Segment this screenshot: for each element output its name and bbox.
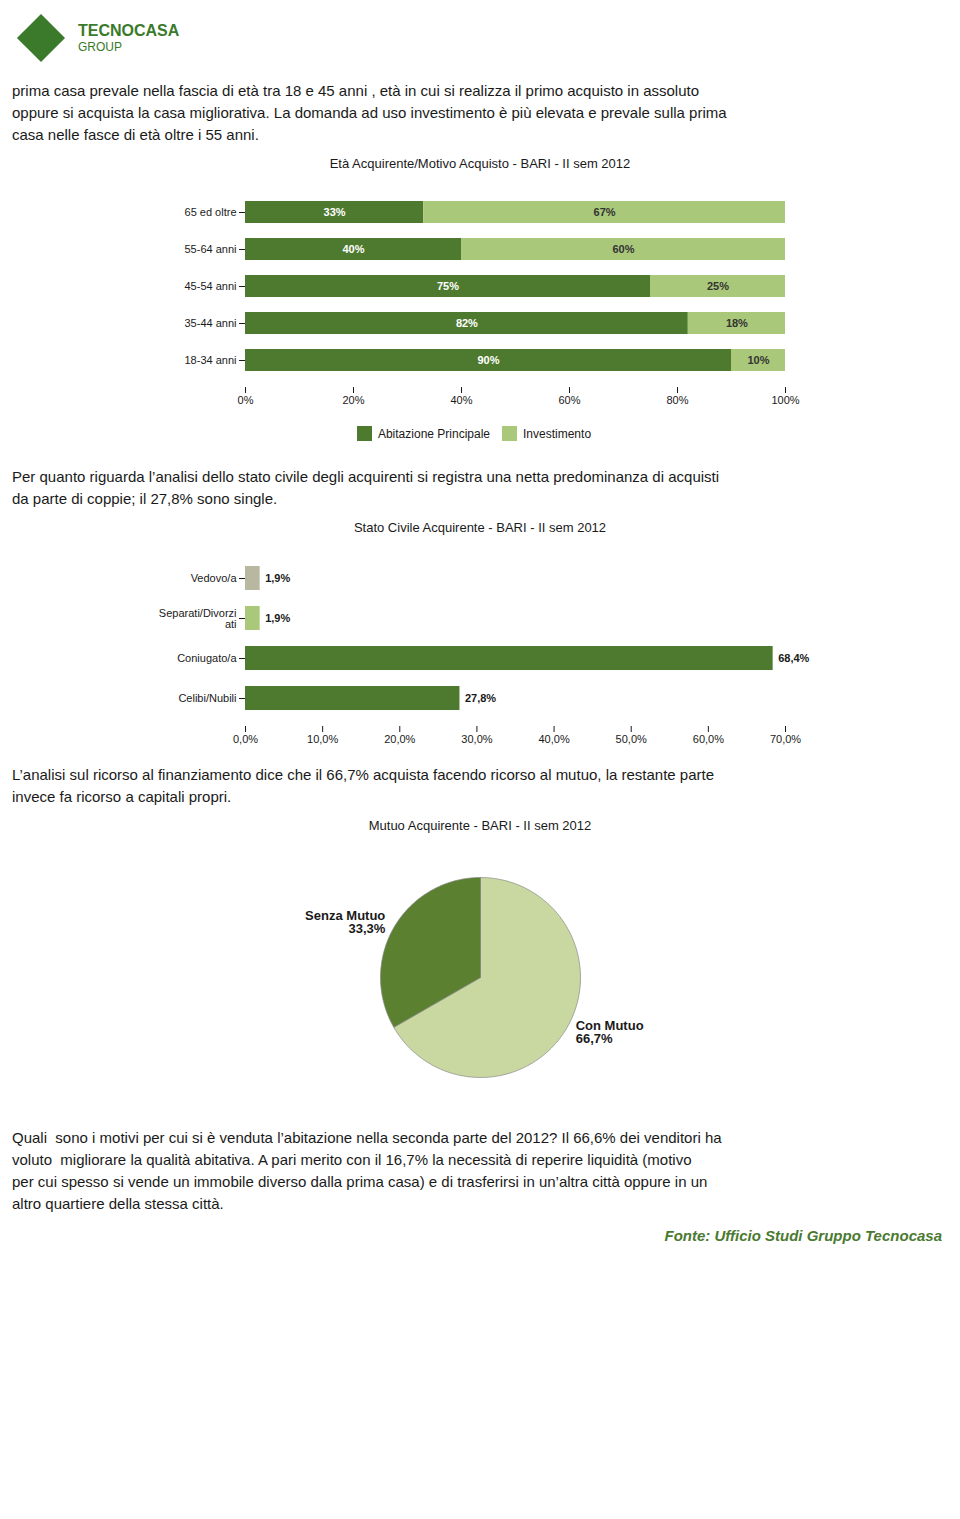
html-text:TECNOCASA: TECNOCASA (78, 22, 180, 39)
svg-text:67%: 67% (594, 206, 616, 218)
html-text:Stato Civile Acquirente - BARI: Stato Civile Acquirente - BARI - II sem … (353, 520, 607, 535)
svg-text:1,9%: 1,9% (265, 572, 290, 584)
svg-text:90%: 90% (477, 354, 499, 366)
svg-text:20%: 20% (342, 394, 364, 406)
html-text:Fonte: Ufficio Studi Gruppo Te: Fonte: Ufficio Studi Gruppo Tecnocasa (664, 1227, 942, 1244)
svg-text:0%: 0% (238, 394, 254, 406)
svg-text:40,0%: 40,0% (538, 733, 569, 745)
html-text:altro quartiere della stessa c: altro quartiere della stessa città. (12, 1195, 224, 1212)
svg-text:40%: 40% (342, 243, 364, 255)
html-text:Età Acquirente/Motivo Acquisto: Età Acquirente/Motivo Acquisto - BARI - … (329, 156, 631, 171)
svg-text:Celibi/Nubili: Celibi/Nubili (178, 692, 236, 704)
svg-text:Con Mutuo66,7%: Con Mutuo66,7% (576, 1018, 644, 1046)
svg-text:35-44 anni: 35-44 anni (185, 317, 237, 329)
svg-text:0,0%: 0,0% (233, 733, 258, 745)
svg-text:18%: 18% (726, 317, 748, 329)
html-text:oppure si acquista la casa mig: oppure si acquista la casa migliorativa.… (12, 104, 727, 121)
html-text:Quali sono i motivi per cui si: Quali sono i motivi per cui si è venduta… (12, 1129, 722, 1146)
svg-text:30,0%: 30,0% (461, 733, 492, 745)
html-text:L’analisi sul ricorso al finan: L’analisi sul ricorso al finanziamento d… (12, 766, 715, 783)
svg-text:Coniugato/a: Coniugato/a (177, 652, 237, 664)
svg-text:Senza Mutuo33,3%: Senza Mutuo33,3% (305, 908, 386, 936)
svg-text:1,9%: 1,9% (265, 612, 290, 624)
html-text:da parte di coppie; il 27,8% s: da parte di coppie; il 27,8% sono single… (12, 490, 278, 507)
svg-text:45-54 anni: 45-54 anni (185, 280, 237, 292)
html-text:Mutuo Acquirente - BARI - II s: Mutuo Acquirente - BARI - II sem 2012 (368, 818, 592, 833)
svg-text:27,8%: 27,8% (465, 692, 496, 704)
svg-text:65 ed oltre: 65 ed oltre (185, 206, 237, 218)
svg-text:33%: 33% (324, 206, 346, 218)
svg-text:80%: 80% (666, 394, 688, 406)
svg-text:82%: 82% (456, 317, 478, 329)
svg-text:25%: 25% (707, 280, 729, 292)
svg-text:10,0%: 10,0% (307, 733, 338, 745)
svg-text:18-34 anni: 18-34 anni (185, 354, 237, 366)
svg-text:75%: 75% (437, 280, 459, 292)
html-text:per cui spesso si vende un imm: per cui spesso si vende un immobile dive… (12, 1173, 708, 1190)
svg-text:Vedovo/a: Vedovo/a (191, 572, 238, 584)
html-text:invece fa ricorso a capitali p: invece fa ricorso a capitali propri. (12, 788, 232, 805)
html-text:casa nelle fasce di età oltre: casa nelle fasce di età oltre i 55 anni. (12, 126, 259, 143)
svg-text:55-64 anni: 55-64 anni (185, 243, 237, 255)
svg-text:100%: 100% (771, 394, 799, 406)
svg-text:70,0%: 70,0% (770, 733, 801, 745)
html-text:GROUP: GROUP (78, 40, 122, 54)
html-text:Abitazione Principale: Abitazione Principale (377, 426, 490, 441)
svg-text:10%: 10% (747, 354, 769, 366)
svg-text:20,0%: 20,0% (384, 733, 415, 745)
html-text:Per quanto riguarda l’analisi: Per quanto riguarda l’analisi dello stat… (12, 468, 720, 485)
html-text:Investimento: Investimento (523, 426, 592, 441)
svg-text:50,0%: 50,0% (616, 733, 647, 745)
html-text:prima casa prevale nella fasci: prima casa prevale nella fascia di età t… (12, 82, 699, 99)
svg-text:60%: 60% (612, 243, 634, 255)
svg-text:68,4%: 68,4% (778, 652, 809, 664)
html-text:voluto migliorare la qualità a: voluto migliorare la qualità abitativa. … (12, 1151, 692, 1168)
svg-text:Separati/Divorziati: Separati/Divorziati (159, 607, 237, 630)
svg-text:60,0%: 60,0% (693, 733, 724, 745)
svg-text:40%: 40% (450, 394, 472, 406)
svg-text:60%: 60% (558, 394, 580, 406)
